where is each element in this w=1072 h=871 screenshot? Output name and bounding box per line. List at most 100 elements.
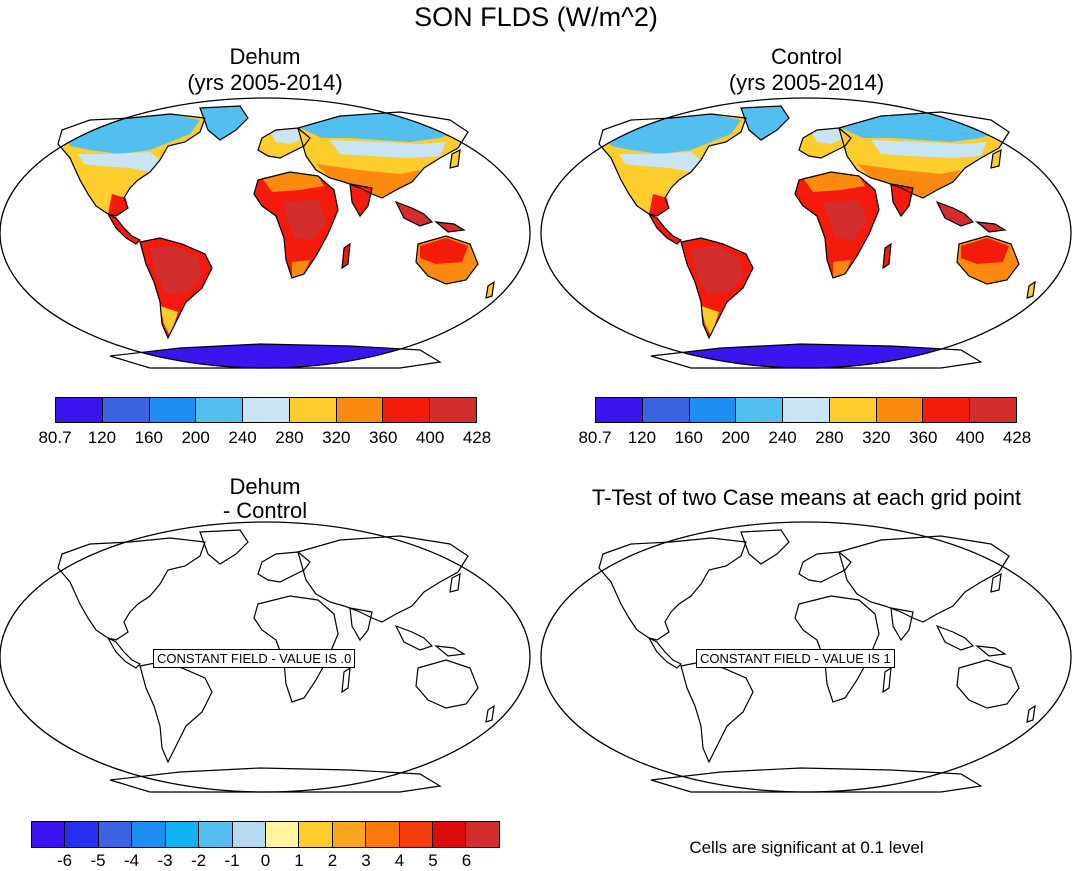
panel2-title-line1: Control [771, 44, 842, 69]
colorbar-swatch [366, 822, 400, 847]
shaded-region [649, 214, 681, 244]
colorbar-tick-label: 1 [294, 851, 304, 870]
colorbar-tick-label: 428 [462, 428, 492, 447]
colorbar-tick-label: 320 [322, 428, 351, 447]
dehum-shaded-field [58, 106, 494, 368]
shaded-region [316, 164, 420, 198]
colorbar-difference-ticks: -6 -5 -4 -3 -2 -1 0 1 2 3 4 5 6 [31, 851, 500, 871]
control-shaded-field [599, 106, 1035, 368]
shaded-region [292, 260, 310, 278]
shaded-region [78, 152, 160, 172]
colorbar-swatch [596, 398, 643, 422]
shaded-region [701, 306, 719, 336]
colorbar-tick-label: 160 [674, 428, 703, 447]
shaded-region [857, 164, 961, 198]
colorbar-swatch [165, 822, 200, 847]
shaded-region [396, 202, 432, 226]
colorbar-tick-label: 120 [627, 428, 657, 447]
colorbar-tick-label: 240 [768, 428, 797, 447]
colorbar-swatch [299, 822, 333, 847]
panel4-title: T-Test of two Case means at each grid po… [591, 485, 1022, 510]
colorbar-tick-label: -6 [56, 851, 73, 870]
shaded-region [436, 222, 464, 232]
colorbar-swatch [783, 398, 830, 422]
difference-map [0, 521, 531, 793]
colorbar-tick-label: 280 [275, 428, 304, 447]
shaded-region [619, 152, 701, 172]
colorbar-tick-label: 0 [260, 851, 271, 870]
panel1-title-line1: Dehum [229, 44, 301, 69]
colorbar-swatch [430, 398, 477, 422]
shaded-region [200, 106, 248, 140]
colorbar-swatch [923, 398, 971, 422]
colorbar-swatch [336, 398, 384, 422]
shaded-region [937, 202, 973, 226]
colorbar-swatch [876, 398, 924, 422]
shaded-region [420, 238, 468, 264]
colorbar-dehum-ticks: 80.7 120 160 200 240 280 320 360 400 428 [38, 428, 491, 448]
shaded-region [110, 344, 440, 368]
colorbar-swatch [132, 822, 166, 847]
colorbar-tick-label: 3 [361, 851, 371, 870]
colorbar-swatch [642, 398, 690, 422]
colorbar-swatch [433, 822, 467, 847]
shaded-region [691, 246, 743, 294]
colorbar-swatch [689, 398, 737, 422]
colorbar-tick-label: 6 [461, 851, 472, 870]
colorbar-swatch [383, 398, 431, 422]
shaded-region [841, 112, 1003, 142]
shaded-region [160, 306, 178, 336]
constant-field-label-ttest: CONSTANT FIELD - VALUE IS 1 [696, 649, 895, 668]
constant-field-label-difference: CONSTANT FIELD - VALUE IS .0 [153, 649, 356, 668]
colorbar-tick-label: 5 [428, 851, 438, 870]
colorbar-swatch [466, 822, 499, 847]
colorbar-swatch [149, 398, 197, 422]
colorbar-tick-label: -2 [190, 851, 207, 870]
colorbar-swatch [199, 822, 233, 847]
shaded-region [108, 214, 140, 244]
colorbar-swatch [970, 398, 1017, 422]
shaded-region [961, 238, 1009, 264]
colorbar-swatch [232, 822, 266, 847]
colorbar-swatch [32, 822, 66, 847]
shaded-region [741, 106, 789, 140]
ttest-map [540, 521, 1072, 793]
colorbar-control [595, 397, 1017, 423]
shaded-region [300, 112, 462, 142]
colorbar-swatch [399, 822, 434, 847]
colorbar-tick-label: 4 [394, 851, 405, 870]
panel3-title-line2: - Control [222, 498, 308, 523]
panel2-title-line2: (yrs 2005-2014) [728, 70, 885, 95]
main-title: SON FLDS (W/m^2) [414, 2, 658, 32]
shaded-region [649, 194, 669, 216]
shaded-region [262, 172, 324, 192]
colorbar-tick-label: 360 [369, 428, 398, 447]
shaded-region [823, 200, 867, 240]
colorbar-tick-label: 2 [327, 851, 338, 870]
shaded-region [811, 128, 845, 144]
colorbar-swatch [102, 398, 150, 422]
colorbar-tick-label: 200 [181, 428, 210, 447]
colorbar-tick-label: 80.7 [578, 428, 612, 447]
shaded-region [282, 200, 326, 240]
colorbar-swatch [243, 398, 290, 422]
colorbar-swatch [829, 398, 877, 422]
shaded-region [150, 246, 202, 294]
colorbar-swatch [289, 398, 337, 422]
colorbar-tick-label: 80.7 [38, 428, 72, 447]
colorbar-swatch [56, 398, 103, 422]
shaded-region [603, 114, 741, 154]
colorbar-tick-label: -1 [224, 851, 240, 870]
panel3-title-line1: Dehum [229, 474, 301, 499]
colorbar-tick-label: 280 [815, 428, 844, 447]
shaded-region [651, 344, 981, 368]
colorbar-control-ticks: 80.7 120 160 200 240 280 320 360 400 428 [578, 428, 1031, 448]
colorbar-swatch [196, 398, 244, 422]
colorbar-tick-label: 400 [415, 428, 445, 447]
shaded-region [330, 140, 446, 158]
colorbar-swatch [65, 822, 99, 847]
control-map [540, 97, 1072, 369]
significance-note: Cells are significant at 0.1 level [689, 838, 924, 857]
colorbar-tick-label: 160 [134, 428, 163, 447]
colorbar-tick-label: -4 [123, 851, 140, 870]
